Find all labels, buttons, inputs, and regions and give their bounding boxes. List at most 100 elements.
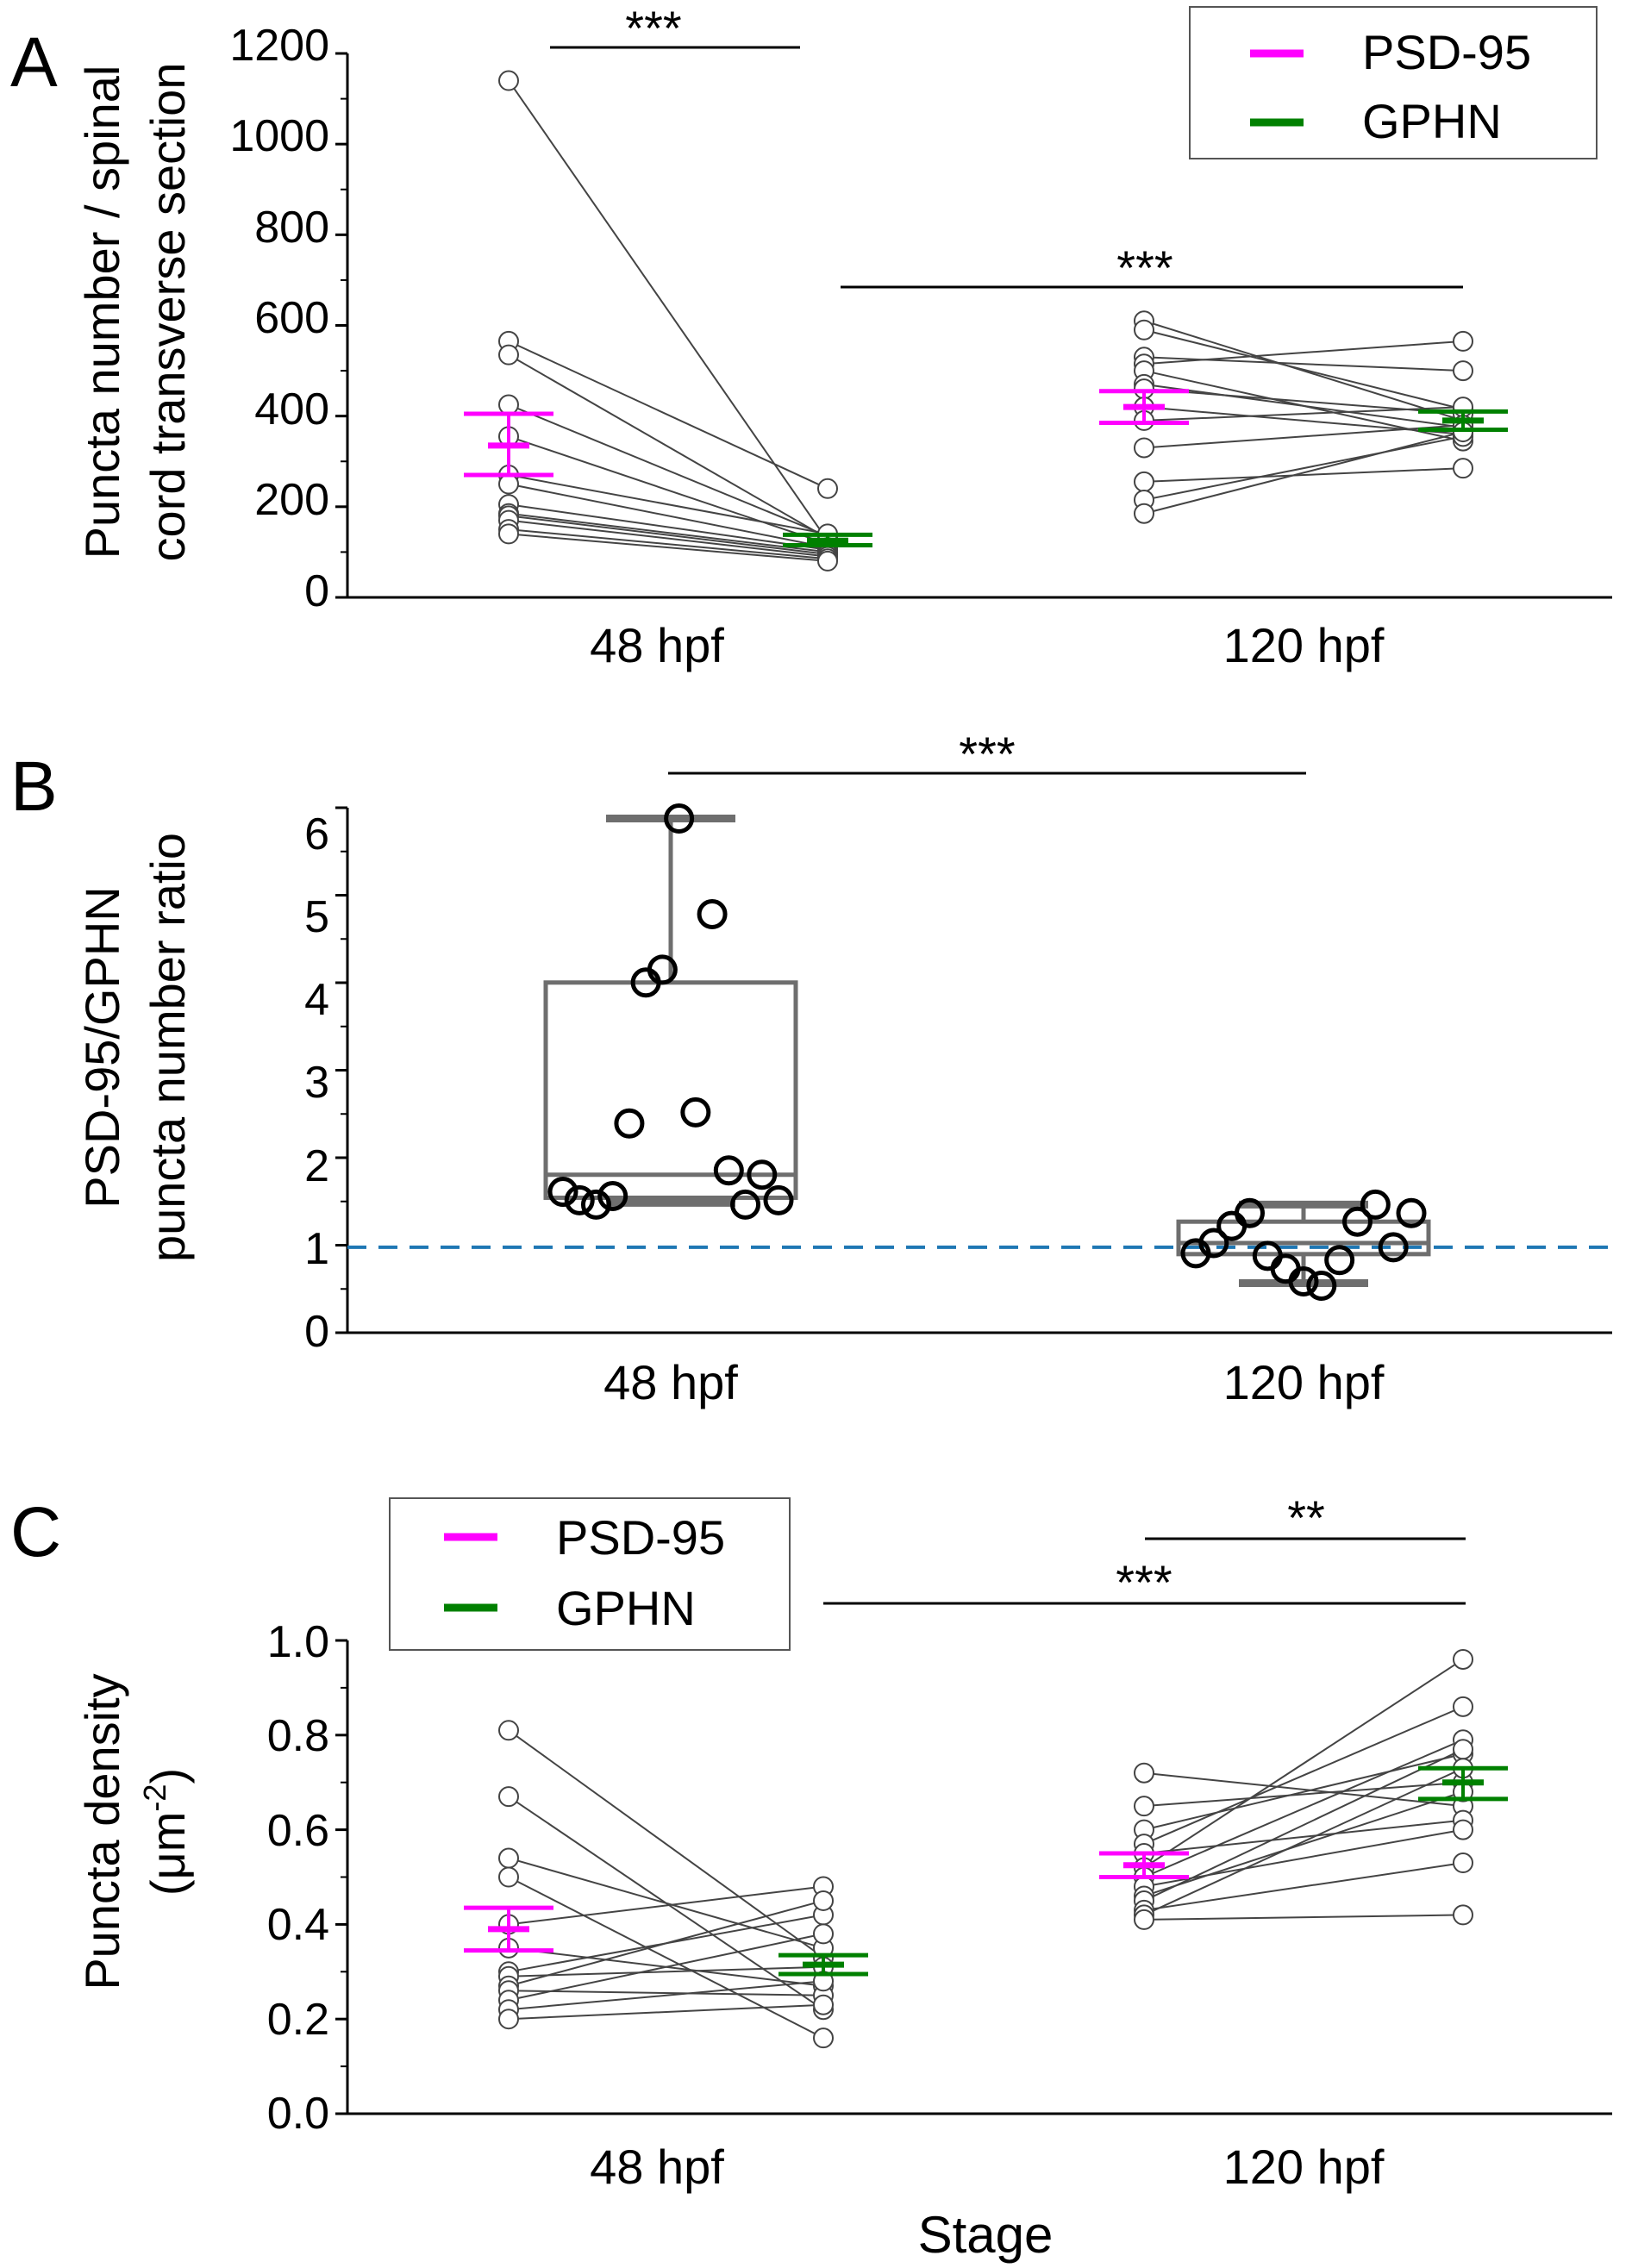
x-tick-label: 48 hpf — [590, 2140, 724, 2194]
ratio-point — [713, 1155, 744, 1186]
pair-line — [508, 512, 829, 553]
pair-line — [1143, 1862, 1464, 1911]
pair-line — [508, 503, 829, 551]
panel-b-points — [547, 803, 1427, 1302]
pair-line — [508, 79, 829, 541]
pair-line — [1143, 328, 1464, 410]
pair-line — [508, 1876, 824, 2040]
ylabel-unit: (μm — [141, 1812, 195, 1896]
pair-line — [508, 340, 829, 490]
pair-line — [1143, 1819, 1464, 1855]
psd95-point — [498, 2009, 519, 2030]
pair-line — [508, 483, 829, 549]
psd95-point — [1134, 503, 1154, 524]
pair-line — [1143, 406, 1464, 422]
panel-c-y-tick-labels: 0.0 0.2 0.4 0.6 0.8 1.0 — [267, 1617, 329, 2139]
y-tick-label: 0.4 — [267, 1900, 329, 1950]
psd95-point — [1134, 1909, 1154, 1930]
gphn-point — [813, 1994, 834, 2015]
y-tick-label: 1 — [304, 1224, 329, 1274]
pair-line — [508, 519, 829, 558]
pair-line — [1143, 1790, 1464, 1897]
ratio-point — [1342, 1206, 1373, 1237]
y-tick-label: 5 — [304, 892, 329, 942]
y-tick-label: 1.0 — [267, 1617, 329, 1667]
pair-line — [508, 533, 829, 562]
y-tick-label: 0 — [304, 1307, 329, 1357]
psd95-point — [1134, 1796, 1154, 1817]
panel-label-b: B — [10, 747, 58, 826]
significance-label: *** — [959, 727, 1015, 781]
ratio-point — [1288, 1266, 1319, 1297]
y-tick-label: 3 — [304, 1058, 329, 1108]
x-tick-label: 48 hpf — [590, 618, 724, 672]
psd95-point — [1134, 437, 1154, 459]
gphn-point — [813, 1890, 834, 1911]
pair-line — [1143, 340, 1464, 366]
psd95-point — [498, 523, 519, 545]
panel-b-boxes — [543, 815, 1431, 1288]
ratio-point — [747, 1159, 778, 1190]
ratio-point — [547, 1177, 578, 1208]
pair-line — [508, 435, 829, 545]
ratio-point — [763, 1184, 794, 1215]
pair-line — [1143, 1748, 1464, 1902]
gphn-point — [817, 478, 838, 499]
y-tick-label: 2 — [304, 1141, 329, 1191]
panel-b-y-tick-labels: 0 1 2 3 4 5 6 — [304, 809, 329, 1357]
significance-label: ** — [1287, 1490, 1325, 1545]
pair-line — [1143, 1771, 1464, 1808]
gphn-point — [1453, 1853, 1473, 1874]
ratio-point — [1360, 1189, 1391, 1220]
pair-line — [1143, 1753, 1464, 1831]
legend-box — [389, 1497, 791, 1651]
ylabel-unit-close: ) — [141, 1768, 195, 1784]
panel-b-ylabel-line1: PSD-95/GPHN — [75, 886, 129, 1208]
psd95-point — [498, 1786, 519, 1808]
panel-a-ylabel-line2: cord transverse section — [141, 63, 195, 562]
panel-a-ylabel-line1: Puncta number / spinal — [75, 66, 129, 559]
legend-box — [1189, 6, 1598, 159]
panel-c-ylabel-line2: (μm-2) — [137, 1768, 195, 1896]
gphn-point — [1453, 1819, 1473, 1840]
ratio-point — [647, 954, 678, 985]
psd95-point — [498, 70, 519, 91]
panel-c-mean-sem — [464, 1765, 1508, 1977]
gphn-point — [813, 2027, 834, 2049]
ratio-point — [614, 1108, 645, 1139]
y-tick-label: 0.8 — [267, 1711, 329, 1761]
y-tick-label: 6 — [304, 809, 329, 859]
psd95-point — [1134, 471, 1154, 492]
panel-a-significance: *** *** — [550, 1, 1463, 295]
panel-a-axes — [335, 52, 1612, 599]
panel-b: B PSD-95/GPHN puncta number ratio 0 1 2 … — [10, 727, 1612, 1409]
panel-c-significance: ** *** — [823, 1490, 1466, 1609]
ratio-point — [664, 803, 695, 834]
ratio-point — [1378, 1232, 1409, 1263]
pair-line — [1143, 1659, 1464, 1869]
legend-gphn-label: GPHN — [1362, 94, 1502, 148]
pair-line — [508, 403, 829, 537]
ratio-point — [730, 1189, 761, 1220]
panel-label-a: A — [10, 23, 58, 102]
gphn-point — [817, 550, 838, 572]
y-tick-label: 0 — [304, 566, 329, 616]
panel-c: C Puncta density (μm-2) 0.0 0.2 0.4 0.6 … — [10, 1490, 1612, 2264]
ratio-point — [680, 1097, 711, 1128]
significance-label: *** — [1116, 1555, 1172, 1609]
ratio-point — [697, 899, 728, 930]
panel-b-significance: *** — [668, 727, 1306, 781]
panel-c-points — [498, 1648, 1473, 2049]
y-tick-label: 1000 — [229, 111, 329, 161]
pair-line — [1143, 1705, 1464, 1845]
panel-c-xlabel: Stage — [918, 2206, 1054, 2264]
panel-c-legend: PSD-95 GPHN — [389, 1497, 791, 1651]
psd95-point — [498, 344, 519, 366]
pair-line — [508, 1857, 824, 1949]
pair-line — [508, 474, 829, 535]
panel-a: A Puncta number / spinal cord transverse… — [10, 1, 1612, 672]
panel-a-mean-sem — [464, 389, 1508, 548]
pair-line — [1143, 424, 1464, 449]
psd95-point — [498, 473, 519, 495]
pair-line — [508, 2003, 824, 2021]
